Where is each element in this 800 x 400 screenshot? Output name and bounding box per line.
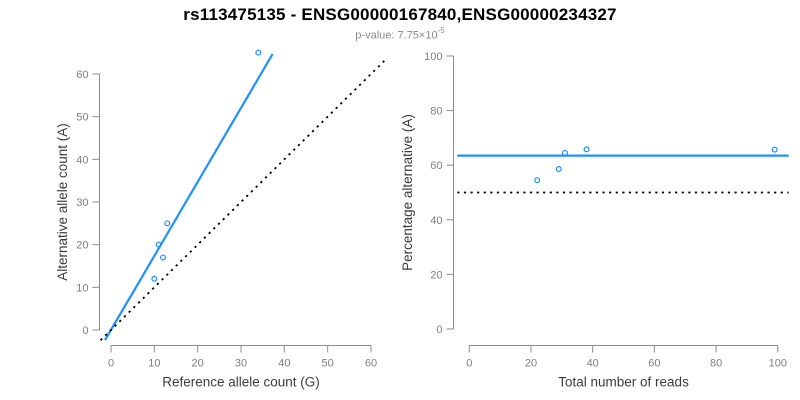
data-point — [151, 275, 158, 282]
y-axis-title: Alternative allele count (A) — [55, 123, 70, 281]
data-point — [771, 146, 778, 153]
x-tick-label: 50 — [322, 358, 334, 370]
page-title: rs113475135 - ENSG00000167840,ENSG000002… — [183, 5, 617, 24]
x-tick-label: 10 — [148, 358, 160, 370]
x-tick-label: 20 — [192, 358, 204, 370]
y-tick-label: 0 — [82, 325, 88, 337]
p-value-exponent: -5 — [437, 26, 445, 35]
y-tick-label: 0 — [436, 324, 442, 336]
y-tick-label: 60 — [430, 160, 442, 172]
data-point — [255, 49, 262, 56]
x-tick-label: 20 — [525, 358, 537, 370]
data-point — [561, 149, 568, 156]
fitted-allelic-ratio-line — [103, 53, 274, 341]
y-tick-label: 50 — [76, 112, 88, 124]
y-tick-label: 60 — [76, 69, 88, 81]
x-tick-label: 40 — [278, 358, 290, 370]
x-tick-label: 0 — [466, 358, 472, 370]
y-tick-label: 40 — [76, 154, 88, 166]
percentage-alternative-chart: 0 20 40 60 80 100 0 20 40 60 80 100 Total number of … — [400, 51, 789, 390]
p-value-label: p-value: — [355, 29, 398, 42]
x-tick-label: 30 — [235, 358, 247, 370]
p-value-mantissa: 7.75×10 — [397, 29, 438, 42]
p-value-subtitle: p-value: 7.75×10-5 — [0, 26, 800, 42]
x-tick-label: 40 — [587, 358, 599, 370]
x-tick-label: 80 — [710, 358, 722, 370]
data-point — [155, 241, 162, 248]
x-axis-title: Total number of reads — [558, 375, 689, 390]
y-tick-label: 10 — [76, 282, 88, 294]
identity-line — [99, 58, 387, 341]
data-point — [555, 166, 562, 173]
data-point — [159, 254, 166, 261]
x-axis-title: Reference allele count (G) — [162, 375, 320, 390]
x-tick-label: 60 — [365, 358, 377, 370]
y-tick-label: 20 — [430, 269, 442, 281]
x-tick-label: 60 — [648, 358, 660, 370]
data-point — [583, 146, 590, 153]
y-tick-label: 20 — [76, 240, 88, 252]
y-tick-label: 30 — [76, 197, 88, 209]
x-tick-label: 100 — [769, 358, 787, 370]
y-axis-title: Percentage alternative (A) — [400, 114, 415, 271]
y-tick-label: 40 — [430, 215, 442, 227]
y-tick-label: 100 — [424, 51, 442, 63]
x-tick-label: 0 — [108, 358, 114, 370]
data-point — [164, 220, 171, 227]
allele-counts-chart: 0 10 20 30 40 50 60 0 10 20 30 40 50 60 Reference alle… — [55, 49, 387, 390]
y-tick-label: 80 — [430, 106, 442, 118]
data-point — [534, 177, 541, 184]
